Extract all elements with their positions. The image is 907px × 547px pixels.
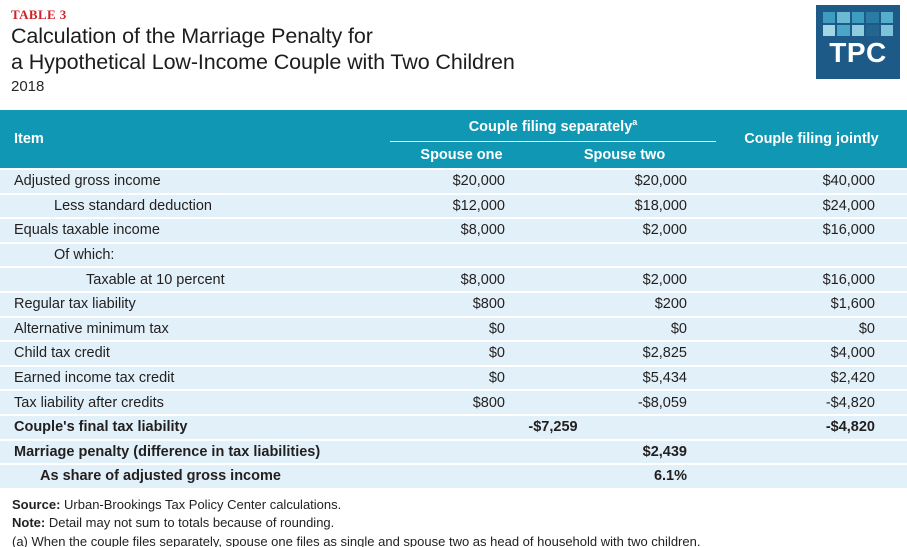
- cell-filing-jointly: $24,000: [822, 197, 875, 214]
- cell-filing-jointly: $40,000: [822, 173, 875, 190]
- column-header-spouse-two: Spouse two: [583, 146, 666, 163]
- table-row: Taxable at 10 percent $8,000 $2,000 $16,000: [0, 268, 907, 291]
- page-title-line1: Calculation of the Marriage Penalty for: [11, 24, 373, 48]
- cell-spouse-one: $8,000: [460, 222, 505, 239]
- cell-spouse-two: $200: [654, 296, 687, 313]
- cell-filing-jointly: $1,600: [830, 296, 875, 313]
- cell-spouse-one: $0: [488, 320, 505, 337]
- cell-filing-jointly: $16,000: [822, 271, 875, 288]
- cell-spouse-two: $2,000: [642, 271, 687, 288]
- cell-spouse-two: $2,825: [642, 345, 687, 362]
- row-label: Marriage penalty (difference in tax liab…: [14, 443, 321, 460]
- logo-square: [837, 25, 850, 36]
- page-title-line2: a Hypothetical Low-Income Couple with Tw…: [11, 50, 515, 74]
- cell-spouse-two: $20,000: [634, 173, 687, 190]
- source-text: Urban-Brookings Tax Policy Center calcul…: [60, 496, 342, 512]
- tpc-logo: TPC: [816, 5, 900, 79]
- column-header-filing-jointly: Couple filing jointly: [744, 131, 879, 147]
- cell-spouse-one: $12,000: [452, 197, 505, 214]
- column-subheaders: Spouse one Spouse two: [390, 147, 716, 163]
- row-label: Alternative minimum tax: [14, 320, 169, 337]
- table-row: Couple's final tax liability -$7,259 -$4,8…: [0, 415, 907, 439]
- table-row: Of which:: [0, 243, 907, 267]
- row-label: Of which:: [54, 247, 115, 264]
- row-label: Equals taxable income: [14, 222, 160, 239]
- column-group-label-text: Couple filing separately: [468, 118, 633, 135]
- table-row: Tax liability after credits $800 -$8,059 -$…: [0, 391, 907, 414]
- cell-filing-separately-merged: -$7,259: [528, 419, 578, 436]
- cell-filing-jointly: $4,000: [830, 345, 875, 362]
- column-header-spouse-one: Spouse one: [420, 146, 503, 163]
- row-label: As share of adjusted gross income: [40, 468, 281, 485]
- row-label: Earned income tax credit: [14, 370, 175, 387]
- cell-spouse-one: $8,000: [460, 271, 505, 288]
- cell-spouse-one: $800: [472, 296, 505, 313]
- table-body: Adjusted gross income $20,000 $20,000 $40,0…: [0, 170, 907, 488]
- tpc-logo-squares-grid: [823, 12, 893, 36]
- table-number-label: TABLE 3: [11, 7, 67, 22]
- table-row: Regular tax liability $800 $200 $1,600: [0, 292, 907, 316]
- logo-square: [880, 25, 893, 36]
- table-row: Less standard deduction $12,000 $18,000 $24…: [0, 194, 907, 218]
- row-label: Tax liability after credits: [14, 394, 164, 411]
- table-row: Alternative minimum tax $0 $0 $0: [0, 317, 907, 341]
- cell-filing-jointly: -$4,820: [825, 394, 875, 411]
- cell-spouse-one: $0: [488, 370, 505, 387]
- table-row: Adjusted gross income $20,000 $20,000 $40,0…: [0, 170, 907, 193]
- cell-spouse-two: $18,000: [634, 197, 687, 214]
- column-group-label: Couple filing separatelya: [390, 117, 716, 142]
- note-label: Note:: [12, 515, 46, 531]
- column-group-filing-separately: Couple filing separatelya Spouse one Spo…: [390, 117, 716, 163]
- tpc-logo-text: TPC: [829, 37, 887, 68]
- table-header-band: Item Couple filing separatelya Spouse on…: [0, 110, 907, 168]
- cell-filing-jointly: -$4,820: [825, 419, 875, 436]
- cell-spouse-one: $800: [472, 394, 505, 411]
- footnote-marker-a: a: [632, 117, 638, 127]
- row-label: Child tax credit: [14, 345, 110, 362]
- row-label: Adjusted gross income: [14, 173, 161, 190]
- table-row: As share of adjusted gross income 6.1%: [0, 465, 907, 488]
- logo-square: [866, 12, 879, 23]
- cell-filing-jointly: $0: [858, 320, 875, 337]
- row-label: Taxable at 10 percent: [86, 271, 225, 288]
- logo-square: [851, 25, 865, 36]
- rounding-note: Note: Detail may not sum to totals becau…: [12, 514, 893, 533]
- table-row: Marriage penalty (difference in tax liab…: [0, 440, 907, 464]
- logo-square: [880, 12, 893, 23]
- cell-spouse-two: -$8,059: [637, 394, 687, 411]
- table-row: Child tax credit $0 $2,825 $4,000: [0, 342, 907, 365]
- cell-spouse-one: $20,000: [452, 173, 505, 190]
- logo-square: [823, 12, 836, 23]
- logo-square: [823, 25, 836, 36]
- column-header-item: Item: [14, 131, 44, 147]
- table-row: Earned income tax credit $0 $5,434 $2,420: [0, 366, 907, 390]
- logo-square: [837, 12, 850, 23]
- table-footer-notes: Source: Urban-Brookings Tax Policy Cente…: [0, 490, 907, 547]
- row-label: Less standard deduction: [54, 197, 212, 214]
- page-subtitle-year: 2018: [11, 78, 45, 95]
- cell-filing-jointly: $16,000: [822, 222, 875, 239]
- page-header: TABLE 3 Calculation of the Marriage Pena…: [0, 0, 907, 110]
- cell-spouse-two: $0: [670, 320, 687, 337]
- source-note: Source: Urban-Brookings Tax Policy Cente…: [12, 496, 893, 515]
- cell-filing-separately-merged: 6.1%: [653, 468, 687, 485]
- logo-square: [851, 12, 865, 23]
- cell-spouse-two: $2,000: [642, 222, 687, 239]
- table-row: Equals taxable income $8,000 $2,000 $16,000: [0, 219, 907, 242]
- logo-square: [866, 25, 879, 36]
- row-label: Regular tax liability: [14, 296, 136, 313]
- cell-filing-separately-merged: $2,439: [642, 443, 687, 460]
- row-label: Couple's final tax liability: [14, 419, 188, 436]
- footnote-a-text: (a) When the couple files separately, sp…: [12, 533, 701, 547]
- cell-filing-jointly: $2,420: [830, 370, 875, 387]
- note-text: Detail may not sum to totals because of …: [45, 515, 335, 531]
- cell-spouse-two: $5,434: [642, 370, 687, 387]
- cell-spouse-one: $0: [488, 345, 505, 362]
- source-label: Source:: [12, 496, 61, 512]
